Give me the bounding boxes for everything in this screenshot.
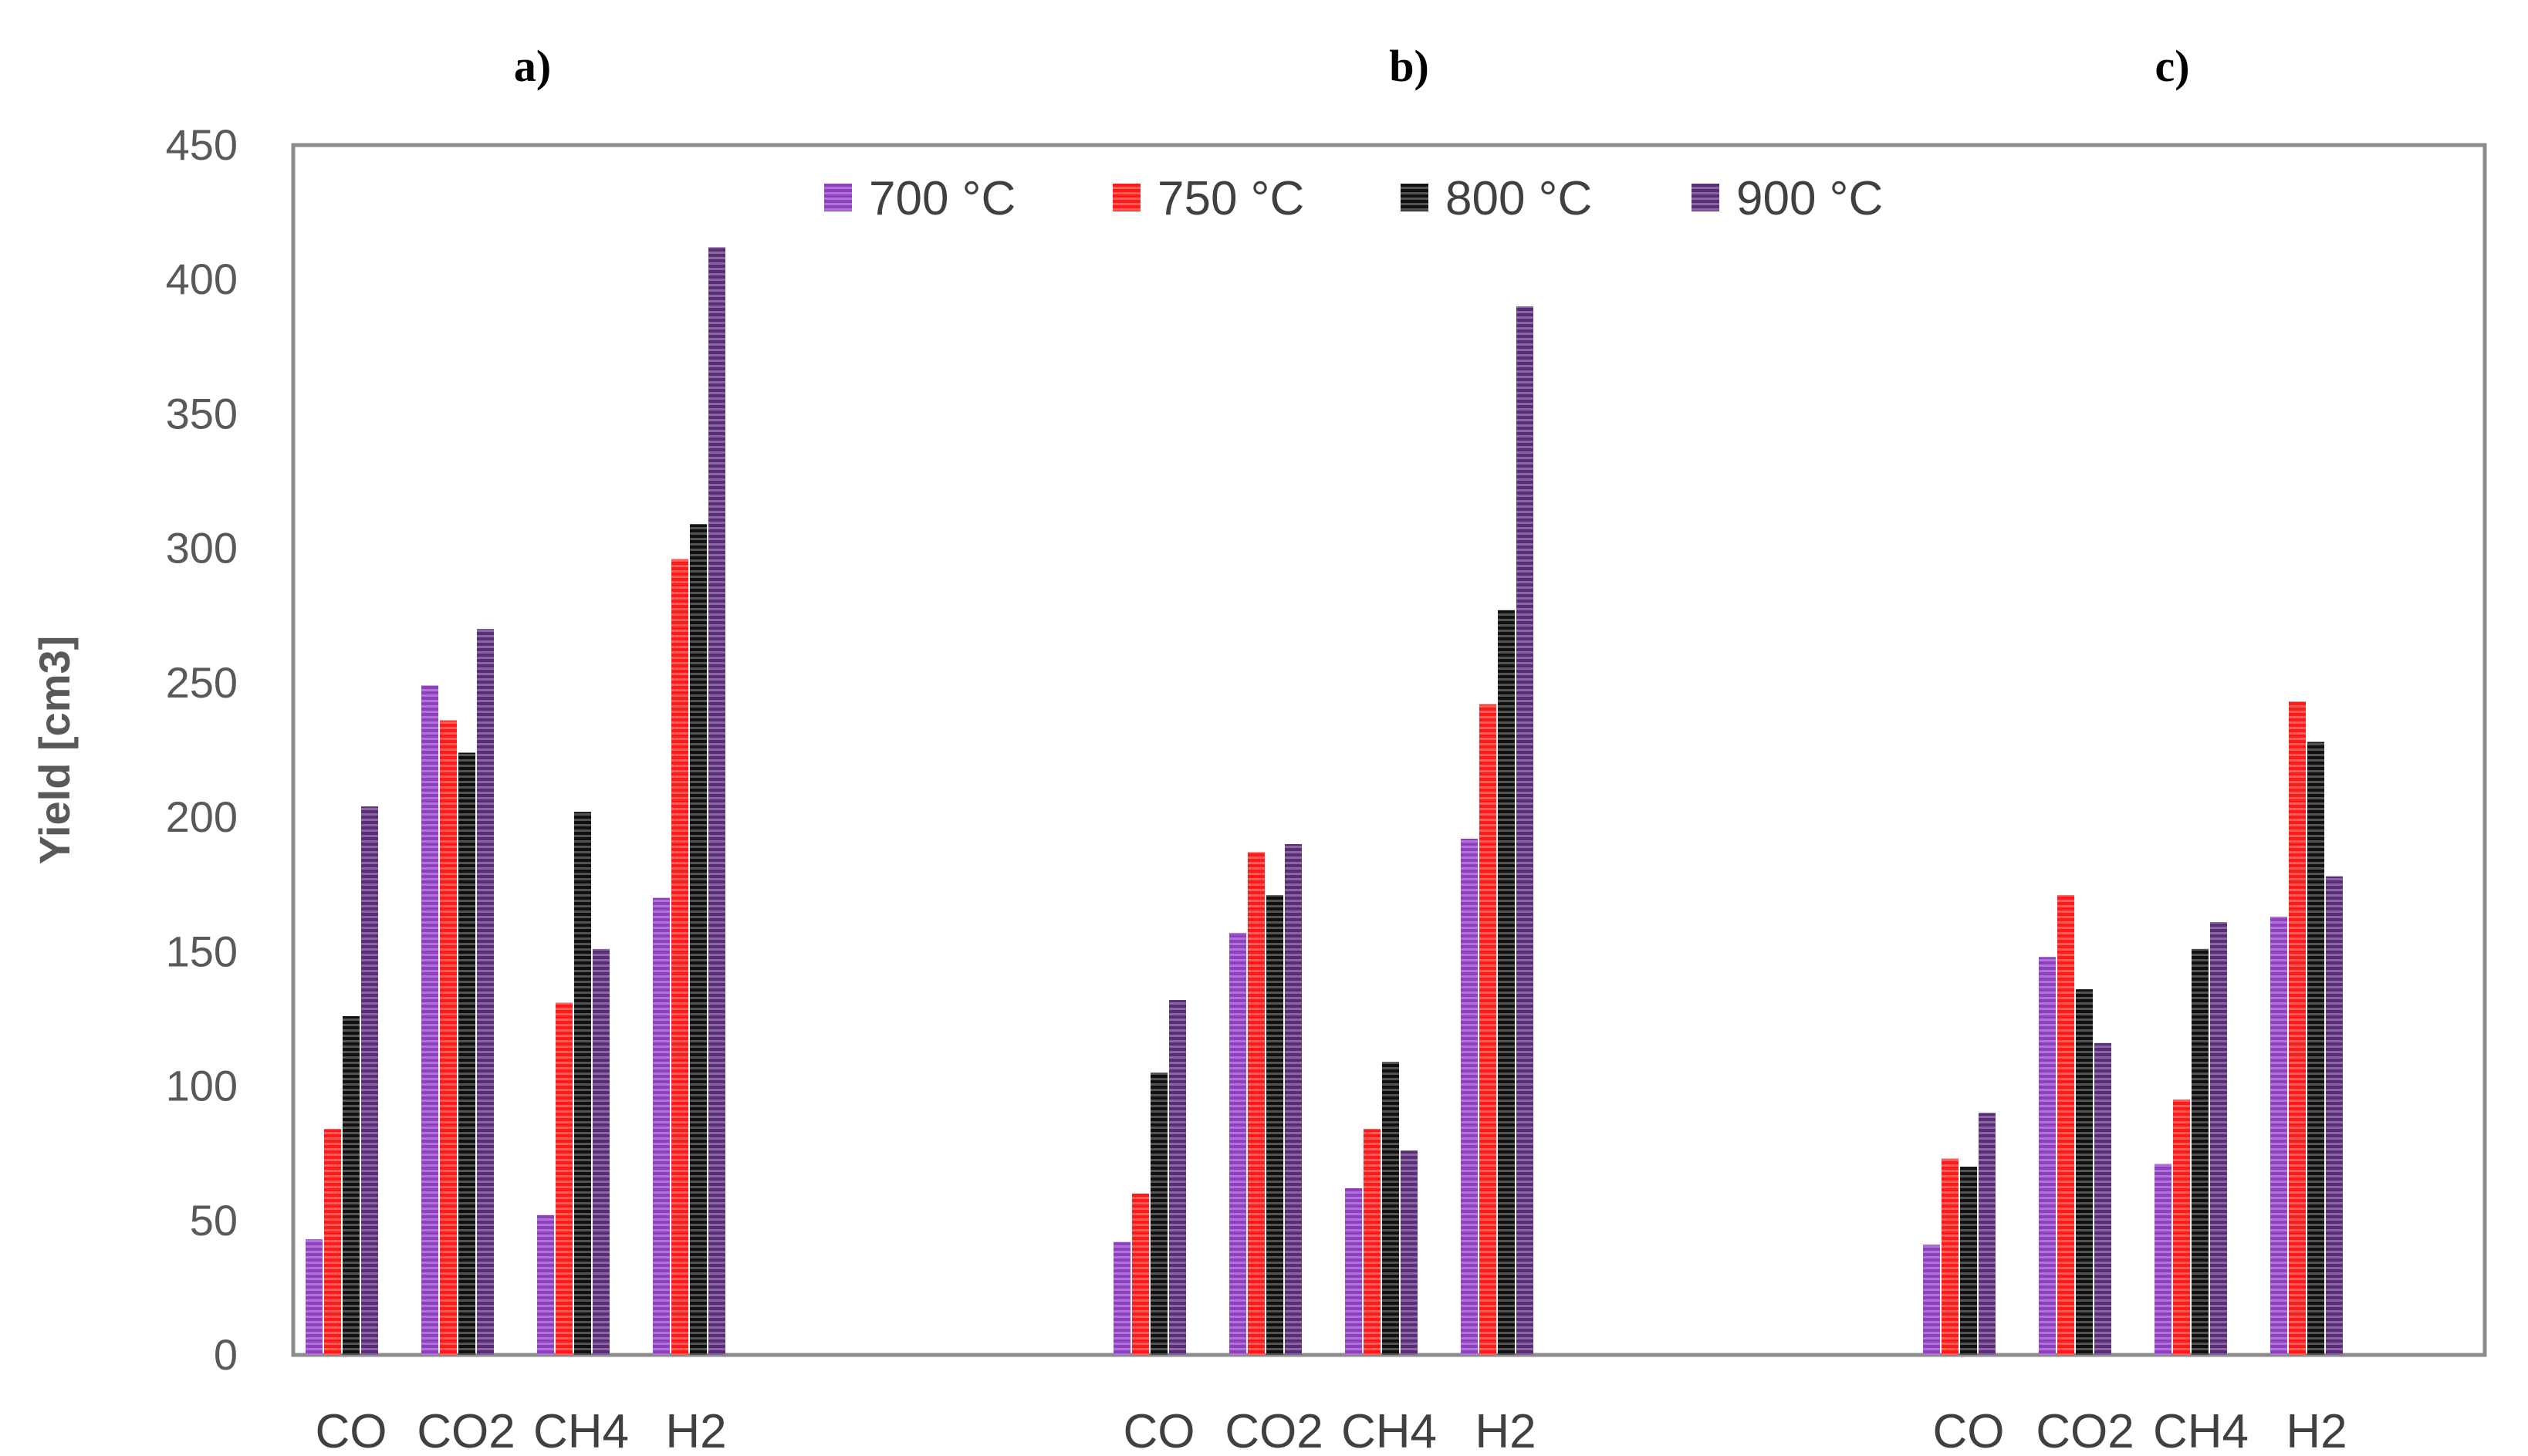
bar-texture xyxy=(458,752,475,1355)
bar-texture xyxy=(1345,1187,1362,1355)
bar-texture xyxy=(477,629,494,1355)
bar-texture xyxy=(593,948,610,1355)
bar-texture xyxy=(1229,932,1246,1355)
bar-texture xyxy=(343,1015,360,1355)
bar-texture xyxy=(440,720,457,1355)
panel-label: b) xyxy=(1389,41,1429,91)
bar-texture xyxy=(2173,1099,2190,1355)
bar-texture xyxy=(1114,1241,1131,1355)
bar-texture xyxy=(421,685,438,1355)
legend-swatch-texture xyxy=(1401,184,1428,211)
bars xyxy=(306,247,2343,1356)
legend-swatch-texture xyxy=(1692,184,1719,211)
legend-label: 700 °C xyxy=(869,172,1016,225)
x-category-label: CO2 xyxy=(1225,1405,1323,1456)
bar-texture xyxy=(1364,1129,1381,1355)
bar-texture xyxy=(324,1129,341,1355)
bar-texture xyxy=(653,897,670,1355)
bar-texture xyxy=(1169,1000,1186,1355)
x-category-label: CH4 xyxy=(533,1405,629,1456)
bar-texture xyxy=(2155,1164,2171,1355)
x-category-label: H2 xyxy=(2286,1405,2347,1456)
y-tick-label: 200 xyxy=(166,792,238,841)
panel-label: c) xyxy=(2155,41,2189,91)
bar-texture xyxy=(1266,895,1283,1355)
bar-texture xyxy=(2289,701,2306,1355)
legend-label: 750 °C xyxy=(1158,172,1304,225)
x-category-label: H2 xyxy=(1475,1405,1536,1456)
x-category-label: CO xyxy=(1124,1405,1195,1456)
bar-texture xyxy=(1401,1150,1418,1355)
bar-texture xyxy=(2192,948,2209,1355)
bar-texture xyxy=(2270,917,2287,1355)
y-tick-label: 250 xyxy=(166,658,238,707)
bar-texture xyxy=(1248,852,1265,1355)
bar-texture xyxy=(2210,922,2227,1355)
legend-label: 800 °C xyxy=(1445,172,1592,225)
bar-texture xyxy=(556,1002,573,1355)
y-axis-title: Yield [cm3] xyxy=(30,636,79,865)
legend: 700 °C 750 °C 800 °C 900 °C xyxy=(824,172,1883,225)
bar-texture xyxy=(1479,704,1496,1355)
legend-swatch-texture xyxy=(1113,184,1141,211)
bar-texture xyxy=(2076,989,2093,1355)
bar-texture xyxy=(1942,1158,1959,1355)
bar-texture xyxy=(2039,957,2056,1355)
legend-label: 900 °C xyxy=(1736,172,1883,225)
x-category-label: CO xyxy=(1933,1405,2005,1456)
bar-texture xyxy=(2057,895,2074,1355)
bar-texture xyxy=(690,524,707,1355)
bar-texture xyxy=(1498,610,1515,1355)
bar-texture xyxy=(671,559,688,1355)
y-tick-label: 0 xyxy=(214,1330,238,1379)
bar-texture xyxy=(1960,1167,1977,1355)
x-category-label: CH4 xyxy=(2153,1405,2249,1456)
x-category-label: CO2 xyxy=(417,1405,515,1456)
bar-texture xyxy=(2307,742,2324,1355)
y-tick-label: 100 xyxy=(166,1062,238,1110)
bar-texture xyxy=(1151,1073,1168,1355)
bar-texture xyxy=(361,806,378,1355)
bar-texture xyxy=(1516,306,1533,1356)
bar-texture xyxy=(1979,1113,1996,1355)
y-tick-label: 400 xyxy=(166,255,238,303)
x-category-label: CO2 xyxy=(2036,1405,2134,1456)
bar-texture xyxy=(1382,1062,1399,1355)
panel-labels: a) b) c) xyxy=(514,41,2190,91)
x-category-label: CH4 xyxy=(1341,1405,1437,1456)
legend-swatch-texture xyxy=(824,184,852,211)
y-axis-ticks: 0 50 100 150 200 250 300 350 400 450 xyxy=(166,120,238,1379)
y-tick-label: 300 xyxy=(166,524,238,573)
bar-texture xyxy=(537,1214,554,1355)
x-category-label: H2 xyxy=(665,1405,726,1456)
y-tick-label: 50 xyxy=(190,1196,238,1245)
x-category-label: CO xyxy=(316,1405,387,1456)
bar-texture xyxy=(2094,1042,2111,1355)
bar-texture xyxy=(1132,1193,1149,1355)
bar-texture xyxy=(1285,843,1302,1355)
bar-texture xyxy=(1461,838,1478,1355)
bar-texture xyxy=(2326,876,2343,1355)
category-labels: CO CO2 CH4 H2 CO CO2 CH4 H2 CO CO2 CH4 H2 xyxy=(316,1405,2347,1456)
bar-texture xyxy=(1923,1245,1940,1355)
y-tick-label: 150 xyxy=(166,927,238,975)
bar-texture xyxy=(306,1239,323,1355)
panel-label: a) xyxy=(514,41,551,91)
bar-texture xyxy=(574,812,591,1355)
y-tick-label: 450 xyxy=(166,120,238,169)
y-tick-label: 350 xyxy=(166,389,238,437)
bar-texture xyxy=(708,247,725,1355)
